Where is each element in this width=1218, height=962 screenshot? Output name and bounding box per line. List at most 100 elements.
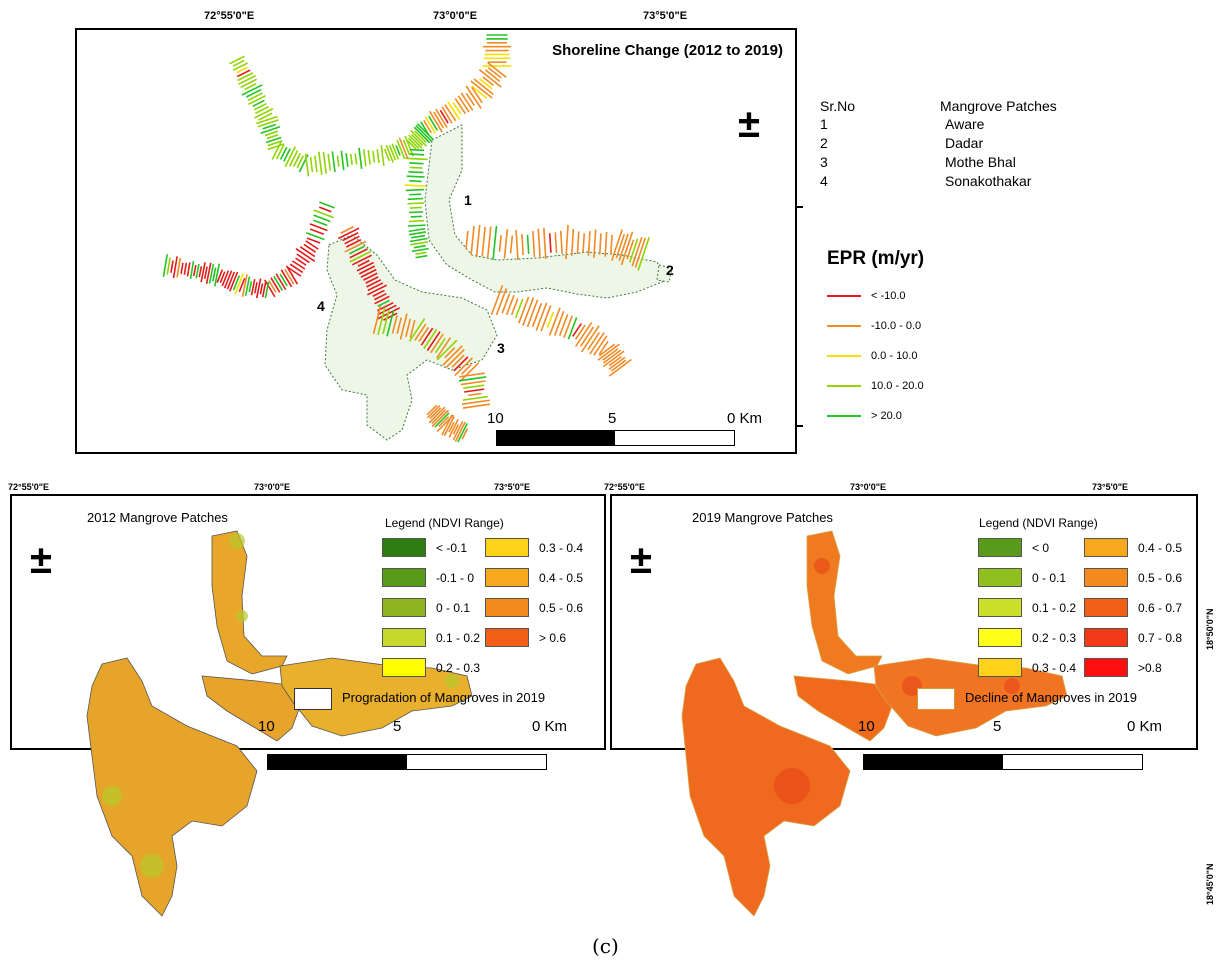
shoreline-transect — [267, 143, 285, 151]
shoreline-transect — [299, 246, 316, 258]
shoreline-transect — [367, 282, 384, 292]
shoreline-transect — [428, 115, 439, 131]
shoreline-transect — [340, 150, 345, 171]
ndvi-legend-swatch — [1084, 658, 1128, 677]
shoreline-transect — [344, 240, 367, 253]
ndvi-2019-patches — [681, 530, 1068, 917]
shoreline-transect — [376, 149, 380, 164]
shoreline-transect — [268, 280, 277, 293]
shoreline-transect — [443, 416, 455, 437]
shoreline-transect — [254, 282, 258, 294]
shoreline-transect — [410, 215, 423, 218]
shoreline-transect — [354, 153, 358, 165]
shoreline-transect — [313, 209, 334, 219]
shoreline-transect — [234, 273, 245, 295]
shoreline-transect — [537, 228, 541, 259]
shoreline-transect — [438, 416, 450, 428]
ndvi-legend-swatch — [485, 598, 529, 617]
shoreline-transect — [576, 231, 580, 254]
shoreline-transect — [244, 276, 251, 296]
shoreline-transect — [407, 224, 426, 227]
shoreline-transect — [462, 403, 491, 409]
shoreline-transect — [409, 148, 425, 152]
shoreline-transect — [431, 409, 447, 425]
shoreline-transect — [372, 306, 382, 334]
shoreline-transect — [407, 197, 424, 201]
shoreline-transect — [580, 325, 600, 353]
shoreline-transect — [413, 244, 426, 249]
shoreline-transect — [366, 279, 382, 288]
shoreline-transect — [485, 69, 501, 82]
ndvi-legend-item: 0.3 - 0.4 — [978, 658, 1076, 677]
shoreline-transect — [366, 284, 388, 296]
shoreline-transect — [593, 229, 597, 258]
shoreline-transect — [458, 376, 487, 382]
shoreline-transect — [264, 281, 270, 299]
figure-caption: (c) — [592, 934, 619, 958]
shoreline-transect — [565, 224, 569, 260]
ndvi-legend-label: 0.2 - 0.3 — [1032, 630, 1077, 645]
shoreline-transect — [441, 106, 453, 124]
epr-legend-label: 10.0 - 20.0 — [871, 380, 924, 392]
patch-number-2: 2 — [666, 262, 674, 278]
shoreline-transect — [598, 340, 609, 355]
ndvi-legend-swatch — [978, 598, 1022, 617]
shoreline-transect — [426, 404, 438, 416]
shoreline-transect — [275, 144, 285, 160]
shoreline-transect — [275, 273, 287, 291]
shoreline-transect — [505, 294, 515, 316]
epr-legend-line — [827, 385, 861, 387]
shoreline-transect — [426, 331, 441, 352]
shoreline-transect — [409, 231, 427, 236]
shoreline-transect — [351, 254, 373, 266]
shoreline-transect — [296, 253, 310, 264]
shoreline-transect — [598, 233, 602, 255]
shoreline-transect — [478, 68, 502, 88]
shoreline-transect — [229, 55, 245, 65]
patch-table-header-no: Sr.No — [820, 98, 856, 114]
shoreline-transect — [248, 281, 253, 293]
left-scale-0: 0 Km — [532, 718, 568, 735]
shoreline-transect — [166, 257, 171, 275]
shoreline-transect — [372, 289, 385, 297]
shoreline-transect — [382, 310, 390, 335]
ndvi-legend-label: 0.4 - 0.5 — [1138, 540, 1183, 555]
shoreline-transect — [470, 225, 475, 256]
shoreline-transect — [514, 298, 524, 319]
ndvi-legend-label: 0.1 - 0.2 — [436, 630, 481, 645]
ndvi-2019-title: 2019 Mangrove Patches — [692, 510, 833, 525]
shoreline-transect — [208, 263, 215, 284]
shoreline-transect — [492, 225, 498, 260]
shoreline-transect — [631, 237, 643, 267]
shoreline-transect — [442, 345, 463, 366]
ndvi-2012-legend-title: Legend (NDVI Range) — [385, 516, 504, 530]
shoreline-transect — [434, 337, 446, 354]
shoreline-transect — [465, 230, 469, 250]
shoreline-transect — [548, 233, 552, 253]
shoreline-transect — [423, 120, 432, 134]
shoreline-transect — [420, 121, 430, 136]
shoreline-transect — [409, 193, 422, 196]
epr-legend-label: > 20.0 — [871, 410, 902, 422]
ndvi-legend-swatch — [485, 568, 529, 587]
shoreline-transect — [383, 312, 398, 321]
left-lon-tick-1: 72°55'0"E — [8, 482, 50, 492]
shoreline-transect — [495, 288, 508, 316]
ndvi-legend-item: >0.8 — [1084, 658, 1162, 677]
shoreline-transect — [285, 265, 299, 285]
shoreline-transect — [572, 323, 582, 337]
left-scale-5: 5 — [393, 718, 402, 735]
ndvi-legend-item: -0.1 - 0 — [382, 568, 474, 587]
shoreline-transect — [416, 122, 435, 141]
right-lon-tick-2: 73°0'0"E — [850, 482, 887, 492]
shoreline-transect — [402, 139, 411, 155]
shoreline-transect — [567, 317, 578, 340]
shoreline-transect — [284, 146, 297, 168]
ndvi-legend-label: < -0.1 — [436, 540, 468, 555]
ndvi-2012-title: 2012 Mangrove Patches — [87, 510, 228, 525]
shoreline-transect — [236, 69, 251, 78]
shoreline-transect — [237, 72, 254, 82]
shoreline-transect — [259, 283, 264, 295]
shoreline-transect — [255, 278, 262, 299]
right-scale-0: 0 Km — [1127, 718, 1163, 735]
